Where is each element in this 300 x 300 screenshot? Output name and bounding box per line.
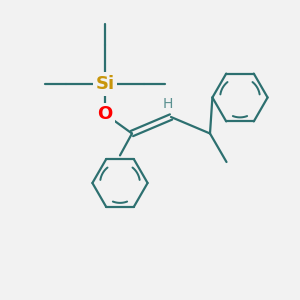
Text: H: H	[163, 98, 173, 111]
Text: O: O	[98, 105, 112, 123]
Text: Si: Si	[95, 75, 115, 93]
